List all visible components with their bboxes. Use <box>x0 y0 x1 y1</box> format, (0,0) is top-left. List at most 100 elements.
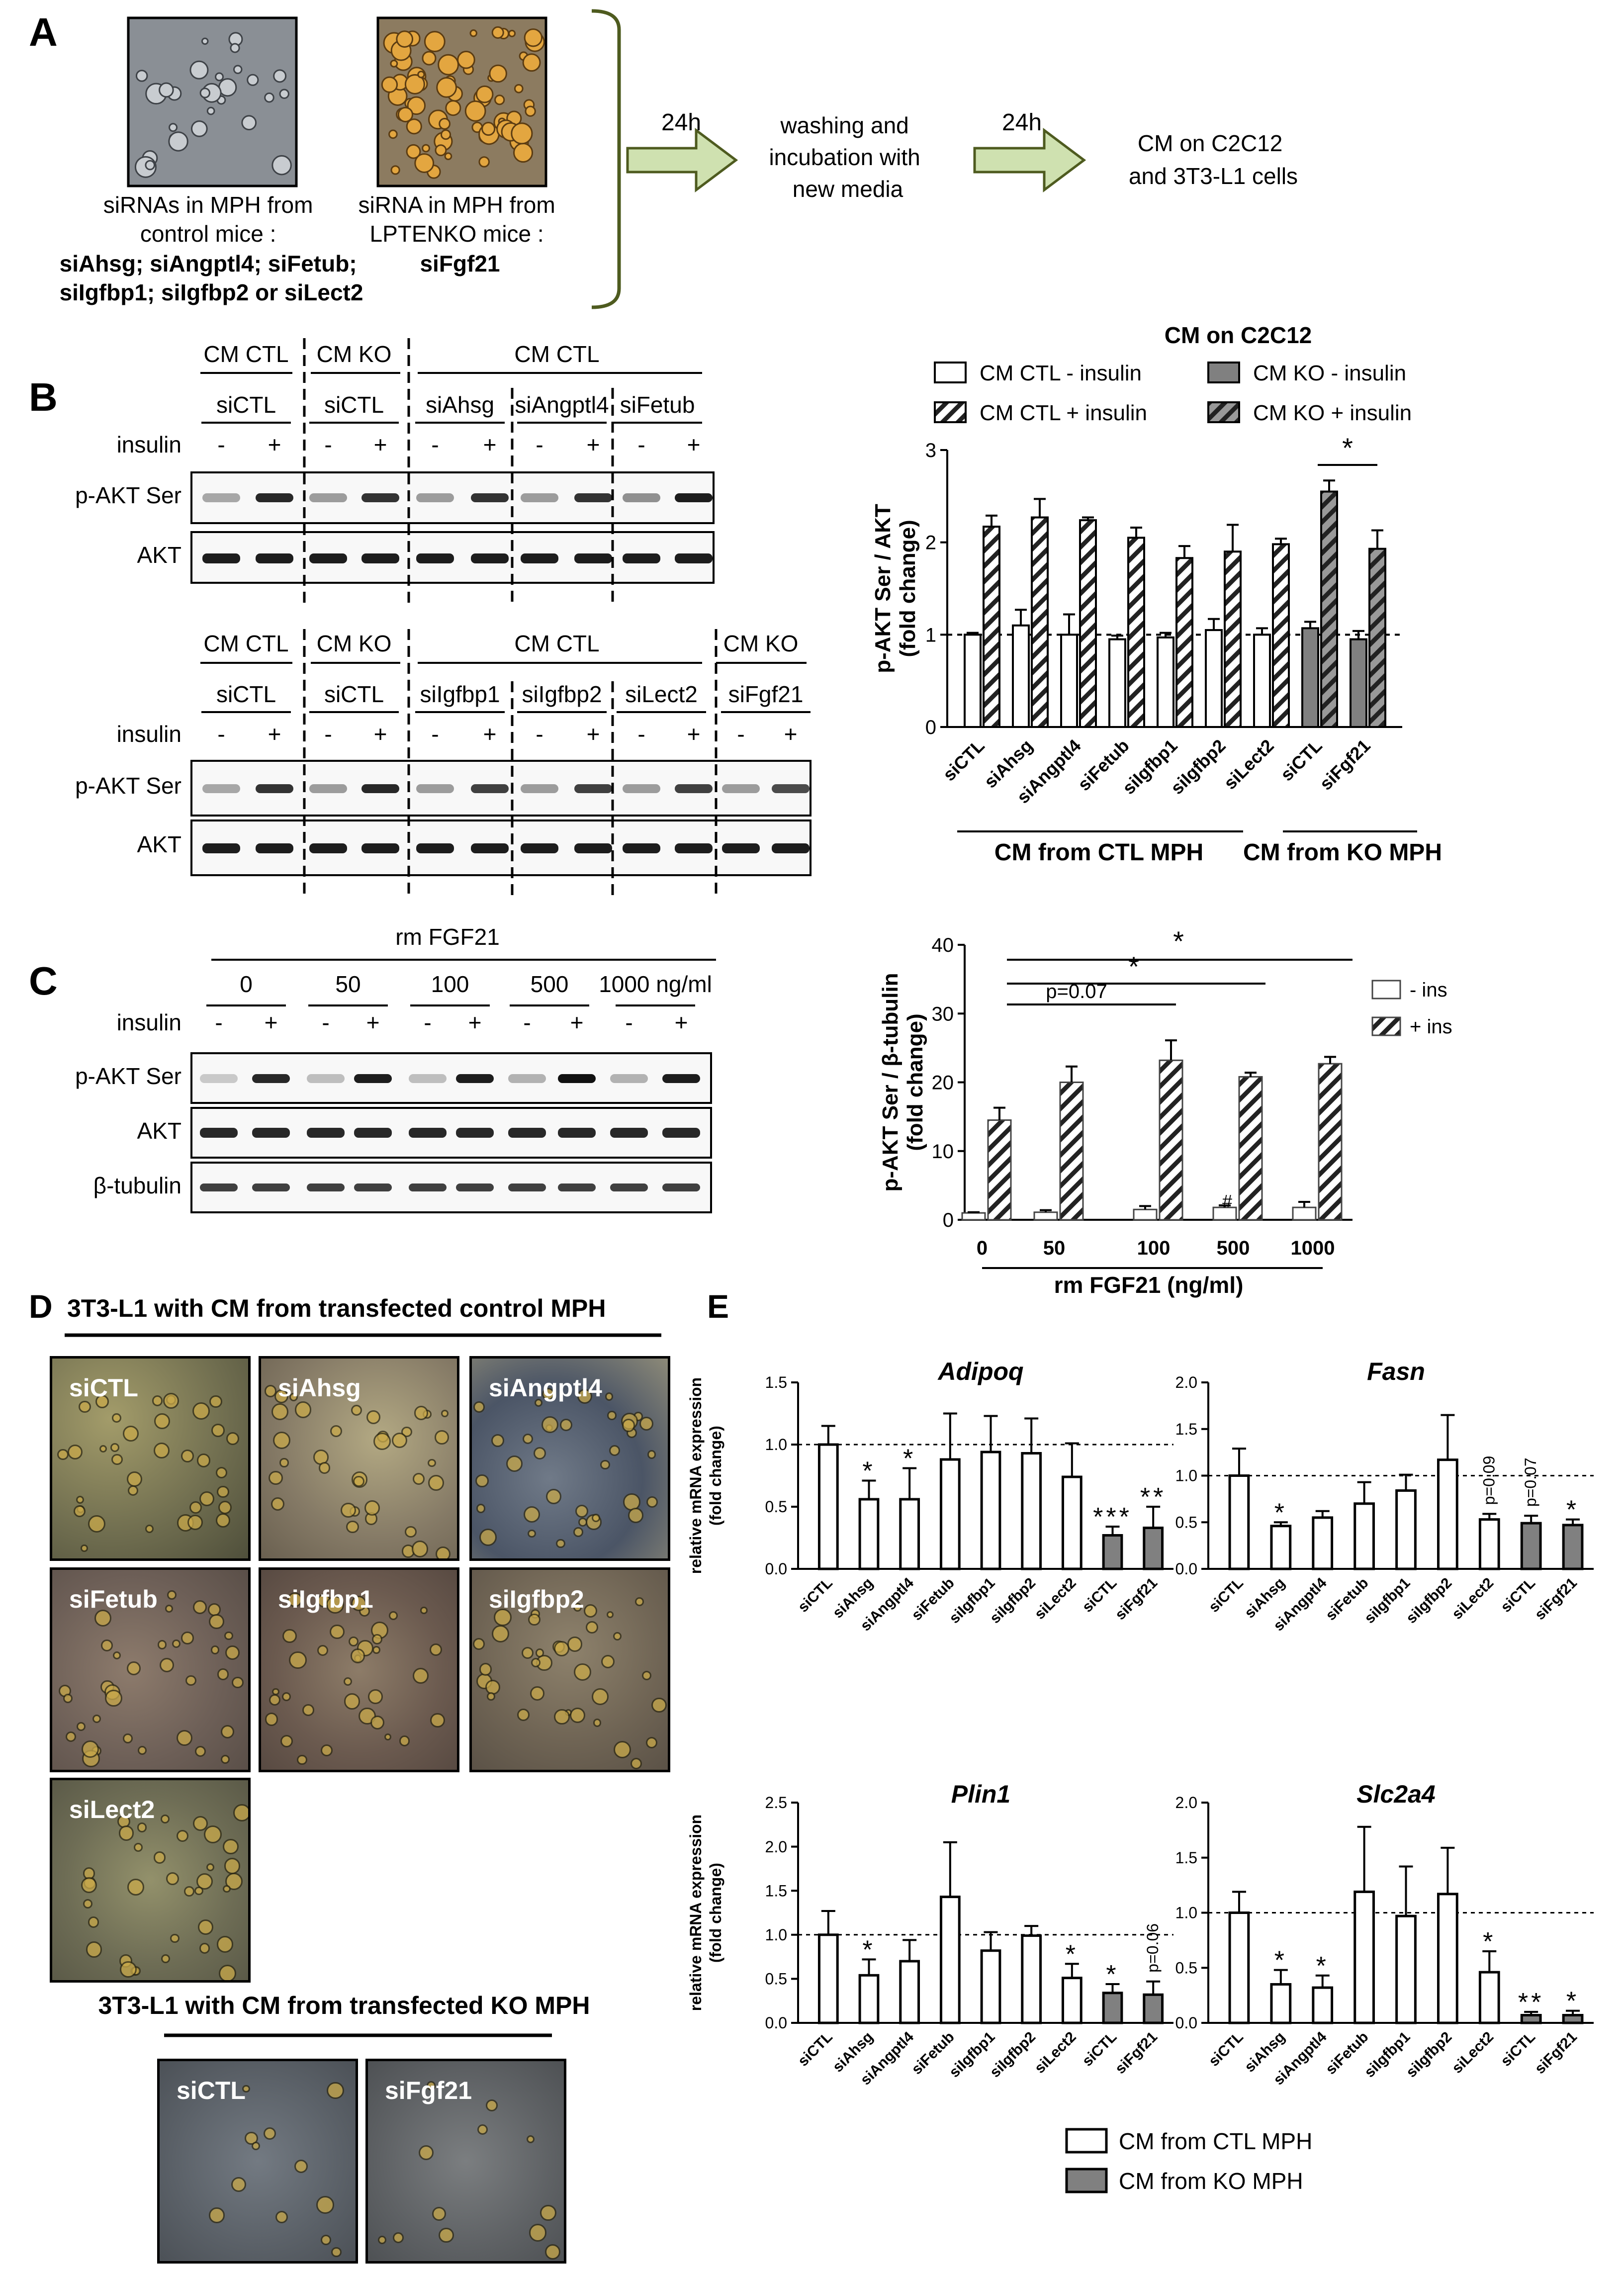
lipid-droplet <box>166 1872 179 1886</box>
caption-control: siRNAs in MPH from control mice : siAhsg… <box>60 192 363 305</box>
dose-label: 500 <box>531 971 569 997</box>
lipid-droplet <box>628 1508 643 1523</box>
y-axis-label-2: (fold change) <box>896 520 920 657</box>
lipid-droplet <box>517 1708 530 1722</box>
lipid-droplet <box>65 1731 77 1742</box>
lipid-droplet <box>194 1887 203 1896</box>
bar-minus-insulin <box>1108 638 1126 728</box>
lipid-droplet <box>271 1688 279 1696</box>
lipid-droplet <box>404 74 425 94</box>
lipid-droplet <box>112 1413 121 1423</box>
y-tick-label: 1.0 <box>1175 1904 1197 1922</box>
sig-star: * <box>1342 432 1353 463</box>
panel-e-letter: E <box>707 1288 729 1325</box>
blot-band <box>456 1128 494 1138</box>
bar-minus-insulin <box>1133 1208 1158 1221</box>
panel-d-title-ctl: 3T3-L1 with CM from transfected control … <box>67 1294 606 1322</box>
lipid-droplet <box>351 1595 367 1612</box>
lipid-droplet <box>457 51 475 69</box>
lipid-droplet <box>127 1661 141 1675</box>
lipid-droplet <box>473 1638 485 1650</box>
photo-label: siIgfbp2 <box>489 1585 584 1613</box>
lipid-droplet <box>76 1722 86 1731</box>
panel-b-chart: CM on C2C12 CM CTL - insulin CM CTL + insu… <box>871 322 1442 866</box>
lipid-droplet <box>344 1693 361 1710</box>
lipid-droplet <box>211 1423 225 1437</box>
blot-band <box>202 553 240 563</box>
lipid-droplet <box>420 1607 428 1614</box>
bar <box>1520 1522 1542 1570</box>
lipid-droplet <box>279 89 289 99</box>
lipid-droplet <box>223 1885 231 1893</box>
photo-ctl-4: siFetub <box>50 1567 251 1772</box>
insulin-sign: - <box>637 721 645 747</box>
lipid-droplet <box>523 1433 534 1444</box>
sirna-label: siFetub <box>620 392 695 418</box>
lipid-droplet <box>573 1527 584 1537</box>
lipid-droplet <box>265 1713 278 1726</box>
photo-label: siCTL <box>69 1374 138 1402</box>
chart-plin1: Plin10.00.51.01.52.02.5siCTLsiAhsg*siAng… <box>687 1780 1173 2089</box>
bar <box>1143 1527 1164 1570</box>
chart-slc2a4: Slc2a40.00.51.01.52.0siCTLsiAhsg*siAngpt… <box>1175 1780 1594 2089</box>
lipid-droplet <box>221 1725 235 1738</box>
bar-minus-insulin <box>1212 1206 1237 1221</box>
bar-minus-insulin <box>1033 1211 1058 1221</box>
lipid-droplet <box>372 1646 380 1654</box>
lipid-droplet <box>545 1489 561 1504</box>
blot2-dividers <box>303 629 718 895</box>
lipid-droplet <box>216 1513 231 1528</box>
lipid-droplet <box>161 1954 171 1964</box>
sig-pvalue: p=0.09 <box>1480 1456 1498 1505</box>
lipid-droplet <box>170 1933 180 1943</box>
x-tick-label: siCTL <box>1498 2029 1538 2070</box>
lipid-droplet <box>441 1409 449 1417</box>
lipid-droplet <box>514 84 524 93</box>
blot-band <box>675 553 713 563</box>
lipid-droplet <box>331 2247 342 2258</box>
lipid-droplet <box>185 1675 196 1686</box>
lipid-droplet <box>528 1613 541 1626</box>
lipid-droplet <box>264 92 274 103</box>
blot-band <box>558 1183 596 1191</box>
micrograph-control-texture <box>134 32 292 178</box>
bar-minus-insulin <box>1205 629 1223 728</box>
y-tick-label: 0 <box>925 717 936 738</box>
lipid-droplet <box>607 1411 617 1420</box>
lipid-droplet <box>206 106 215 115</box>
blot2-insulin-signs: - + - + - + - + - + - + <box>217 721 797 747</box>
lipid-droplet <box>438 2227 454 2243</box>
x-tick-label: siFgf21 <box>1112 1575 1161 1624</box>
bar-minus-insulin <box>1253 634 1271 728</box>
dose-label: 1000 ng/ml <box>599 971 712 997</box>
legend-e-ko-swatch <box>1065 2168 1108 2193</box>
lipid-droplet <box>110 1443 119 1452</box>
lipid-droplet <box>161 1815 170 1824</box>
lipid-droplet <box>302 1704 314 1716</box>
bar <box>1353 1502 1375 1570</box>
lipid-droplet <box>583 1604 597 1618</box>
sig-star: * <box>862 1457 875 1486</box>
bar <box>899 1960 920 2024</box>
insulin-sign: - <box>536 721 543 747</box>
bar <box>1395 1914 1417 2024</box>
lipid-droplet <box>165 1605 174 1613</box>
lipid-droplet <box>218 1964 236 1980</box>
blot-band <box>623 493 660 502</box>
lipid-droplet <box>271 155 292 176</box>
lipid-droplet <box>201 37 209 45</box>
panel-c-letter: C <box>29 959 58 1003</box>
lipid-droplet <box>269 1694 281 1706</box>
lipid-droplet <box>523 1506 541 1523</box>
blot2-group-3: CM CTL <box>514 631 599 656</box>
lipid-droplet <box>475 1474 489 1488</box>
lipid-droplet <box>346 1520 359 1534</box>
y-tick-label: 0.5 <box>765 1498 787 1516</box>
y-tick-label: 2.0 <box>1175 1373 1197 1391</box>
lipid-droplet <box>479 1663 492 1676</box>
y-tick-label: 1.0 <box>765 1436 787 1454</box>
y-tick-label: 2 <box>925 532 936 554</box>
panel-d-letter: D <box>29 1288 53 1325</box>
lipid-droplet <box>556 1539 565 1548</box>
lipid-droplet <box>224 1631 233 1640</box>
